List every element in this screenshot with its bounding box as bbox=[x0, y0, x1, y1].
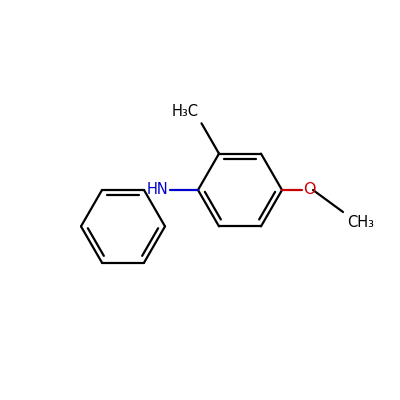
Text: CH₃: CH₃ bbox=[347, 215, 374, 230]
Text: H₃C: H₃C bbox=[172, 104, 198, 119]
Text: O: O bbox=[303, 182, 316, 198]
Text: HN: HN bbox=[146, 182, 168, 196]
